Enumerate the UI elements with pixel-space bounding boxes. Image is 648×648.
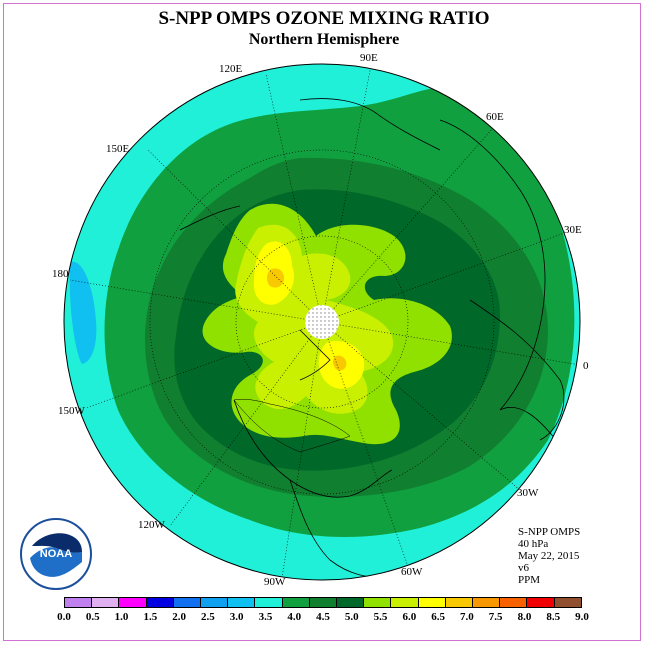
colorbar-tick-label: 5.0 xyxy=(344,611,359,623)
lon-label-150e: 150E xyxy=(106,143,130,155)
colorbar-segment xyxy=(146,598,174,607)
noaa-logo: NOAA xyxy=(20,518,92,590)
colorbar-segment xyxy=(201,598,229,607)
lon-label-90e: 90E xyxy=(360,52,378,64)
colorbar-tick-label: 1.0 xyxy=(114,611,129,623)
colorbar-tick-label: 3.5 xyxy=(258,611,273,623)
graticule xyxy=(69,64,580,579)
contour-orange-7-0 xyxy=(267,268,284,288)
colorbar-tick-label: 4.5 xyxy=(316,611,330,623)
lon-label-90w: 90W xyxy=(264,576,286,588)
colorbar-ticks: 0.0 0.5 1.0 1.5 2.0 2.5 3.0 3.5 4.0 4.5 5.0 5.5 6.0 6… xyxy=(57,611,589,625)
colorbar-tick-label: 6.0 xyxy=(402,611,417,623)
colorbar-tick-label: 7.5 xyxy=(488,611,503,623)
noaa-logo-text: NOAA xyxy=(40,548,72,560)
lon-label-0: 0 xyxy=(583,360,589,372)
lon-label-180: 180 xyxy=(52,268,69,280)
lon-label-30w: 30W xyxy=(517,487,539,499)
colorbar xyxy=(64,597,582,608)
colorbar-segment xyxy=(228,598,256,607)
colorbar-tick-label: 8.0 xyxy=(517,611,532,623)
map-boundary xyxy=(63,63,581,581)
lon-label-60w: 60W xyxy=(401,566,423,578)
info-instrument: S-NPP OMPS xyxy=(518,526,581,538)
colorbar-segment xyxy=(554,598,581,607)
colorbar-tick-label: 0.5 xyxy=(85,611,100,623)
info-block: S-NPP OMPS 40 hPa May 22, 2015 v6 PPM xyxy=(518,526,580,586)
us-region xyxy=(233,398,351,453)
colorbar-segment xyxy=(527,598,555,607)
colorbar-segment xyxy=(173,598,202,607)
colorbar-tick-label: 7.0 xyxy=(460,611,474,623)
lon-label-30e: 30E xyxy=(564,224,582,236)
colorbar-segment xyxy=(418,598,446,607)
colorbar-tick-label: 9.0 xyxy=(575,611,589,623)
colorbar-tick-label: 8.5 xyxy=(546,611,561,623)
info-date: May 22, 2015 xyxy=(518,550,580,562)
colorbar-segment xyxy=(337,598,365,607)
image-frame xyxy=(3,3,641,641)
colorbar-segment xyxy=(500,598,528,607)
colorbar-tick-label: 2.5 xyxy=(201,611,215,623)
contour-light-blue xyxy=(69,261,97,364)
coastlines xyxy=(179,98,565,578)
colorbar-segment xyxy=(445,598,474,607)
colorbar-tick-label: 3.0 xyxy=(229,611,244,623)
info-units: PPM xyxy=(518,574,541,586)
lon-label-150w: 150W xyxy=(58,405,85,417)
colorbar-tick-label: 0.0 xyxy=(57,611,71,623)
colorbar-segment xyxy=(92,598,120,607)
pole-hole-dots xyxy=(305,305,339,339)
colorbar-segment xyxy=(364,598,392,607)
colorbar-segment xyxy=(65,598,93,607)
info-version: v6 xyxy=(518,562,529,574)
colorbar-tick-label: 6.5 xyxy=(431,611,445,623)
lon-label-120w: 120W xyxy=(138,519,165,531)
map-subtitle: Northern Hemisphere xyxy=(248,31,400,48)
colorbar-tick-label: 4.0 xyxy=(287,611,302,623)
lon-label-120e: 120E xyxy=(219,63,243,75)
colorbar-segment xyxy=(282,598,310,607)
info-level: 40 hPa xyxy=(518,538,549,550)
colorbar-segment xyxy=(255,598,283,607)
contour-orange-7-0b xyxy=(332,355,347,371)
colorbar-tick-label: 1.5 xyxy=(143,611,158,623)
map-title: S-NPP OMPS OZONE MIXING RATIO xyxy=(158,8,490,29)
colorbar-segment xyxy=(391,598,419,607)
colorbar-tick-label: 5.5 xyxy=(373,611,388,623)
colorbar-segment xyxy=(309,598,338,607)
lon-label-60e: 60E xyxy=(486,111,504,123)
colorbar-segment xyxy=(119,598,147,607)
colorbar-tick-label: 2.0 xyxy=(172,611,186,623)
colorbar-segment xyxy=(473,598,501,607)
